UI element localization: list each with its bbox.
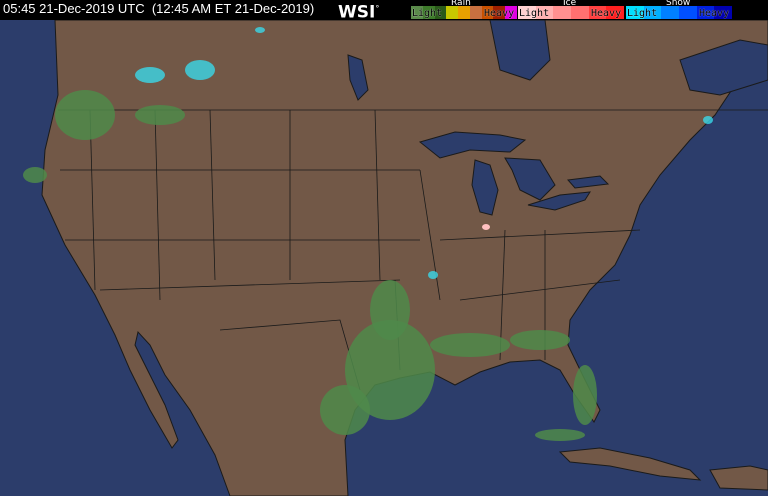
- rain-title: Rain: [451, 0, 471, 8]
- snow-light-label: Light: [627, 8, 658, 19]
- ice-swatch: [553, 6, 572, 19]
- rain-cell-georgia: [510, 330, 570, 350]
- rain-cell-pacific-nw: [55, 90, 115, 140]
- snow-title: Snow: [666, 0, 691, 8]
- precipitation-layer: [23, 27, 713, 441]
- ice-light-label: Light: [519, 8, 550, 19]
- radar-map[interactable]: [0, 20, 768, 496]
- rain-swatch: [434, 6, 447, 19]
- ice-cell-indiana: [482, 224, 490, 230]
- rain-cell-idaho: [135, 105, 185, 125]
- snow-cell-nova-scotia: [703, 116, 713, 124]
- snow-color-scale: [626, 6, 733, 19]
- lake-michigan: [471, 159, 499, 216]
- lake-superior: [418, 131, 527, 159]
- rain-swatch: [505, 6, 518, 19]
- rain-swatch: [411, 6, 423, 19]
- rain-cell-texas-louisiana: [345, 320, 435, 420]
- rain-light-label: Light: [412, 8, 443, 19]
- snow-swatch: [714, 6, 733, 19]
- snow-swatch: [643, 6, 662, 19]
- snow-cell-washington: [135, 67, 165, 83]
- header-bar: 05:45 21-Dec-2019 UTC (12:45 AM ET 21-De…: [0, 0, 768, 23]
- rain-swatch: [481, 6, 494, 19]
- snow-heavy-label: Heavy: [699, 8, 730, 19]
- rain-swatch: [493, 6, 506, 19]
- ice-heavy-label: Heavy: [591, 8, 622, 19]
- rain-heavy-label: Heavy: [484, 8, 515, 19]
- rain-cell-arkansas: [370, 280, 410, 340]
- snow-swatch: [661, 6, 680, 19]
- ice-swatch: [606, 6, 625, 19]
- snow-swatch: [696, 6, 715, 19]
- hispaniola: [709, 465, 768, 491]
- rain-swatch: [446, 6, 459, 19]
- lake-winnipeg: [347, 54, 369, 101]
- ice-title: Ice: [563, 0, 577, 8]
- wsi-logo: WSI°: [338, 2, 380, 23]
- cuba: [558, 447, 702, 481]
- snow-swatch: [679, 6, 697, 19]
- lake-erie: [527, 191, 591, 211]
- rain-cell-oregon-coast: [23, 167, 47, 183]
- snow-cell-montana: [185, 60, 215, 80]
- ice-swatch: [518, 6, 536, 19]
- rain-swatch: [458, 6, 470, 19]
- rain-swatch: [422, 6, 435, 19]
- timestamp: 05:45 21-Dec-2019 UTC (12:45 AM ET 21-De…: [3, 1, 315, 16]
- ice-swatch: [535, 6, 554, 19]
- ice-color-scale: [518, 6, 625, 19]
- ice-swatch: [571, 6, 589, 19]
- rain-cell-gulf-florida: [535, 429, 585, 441]
- lake-ontario: [567, 175, 610, 189]
- rain-swatch: [469, 6, 482, 19]
- rain-cell-gulf-coast: [430, 333, 510, 357]
- snow-cell-bc: [255, 27, 265, 33]
- snow-swatch: [626, 6, 644, 19]
- gulf-st-lawrence: [679, 39, 768, 96]
- rain-cell-florida: [573, 365, 597, 425]
- ice-swatch: [588, 6, 607, 19]
- rain-cell-south-texas: [320, 385, 370, 435]
- rain-color-scale: [411, 6, 518, 19]
- snow-cell-arkansas: [428, 271, 438, 279]
- hudson-bay-inlet: [489, 20, 551, 81]
- lake-huron: [504, 157, 556, 201]
